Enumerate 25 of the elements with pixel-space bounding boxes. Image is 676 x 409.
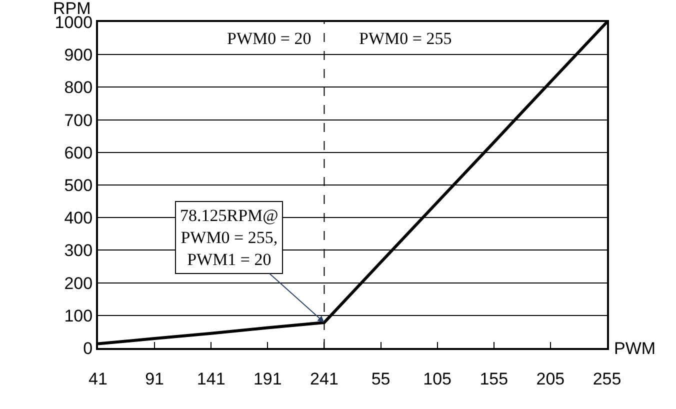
- x-tick-label: 141: [196, 369, 226, 388]
- y-tick-label: 300: [64, 241, 93, 260]
- x-tick-label: 155: [480, 369, 508, 388]
- x-tick-label: 55: [371, 369, 390, 388]
- x-tick-label: 241: [310, 369, 338, 388]
- y-tick-label: 900: [64, 46, 93, 65]
- y-tick-label: 100: [64, 306, 93, 326]
- x-tick-label: 191: [253, 369, 282, 388]
- y-tick-label: 800: [64, 78, 93, 98]
- x-tick-label: 105: [423, 369, 452, 388]
- y-tick-label: 400: [64, 208, 93, 228]
- x-axis-title: PWM: [614, 339, 656, 358]
- annotation: PWM0 = 255: [359, 29, 452, 48]
- y-tick-label: 600: [64, 143, 93, 162]
- y-tick-label: 200: [64, 274, 93, 293]
- y-tick-label: 700: [64, 110, 93, 130]
- y-tick-label: 1000: [54, 12, 93, 32]
- x-tick-label: 255: [592, 369, 622, 388]
- x-tick-label: 91: [145, 369, 164, 388]
- annotation: PWM0 = 20: [227, 29, 312, 48]
- annotation: 78.125RPM@ PWM0 = 255, PWM1 = 20: [180, 206, 278, 270]
- y-tick-label: 0: [83, 338, 93, 358]
- y-tick-label: 500: [64, 176, 93, 195]
- x-tick-label: 41: [88, 369, 108, 388]
- x-tick-label: 205: [536, 369, 565, 388]
